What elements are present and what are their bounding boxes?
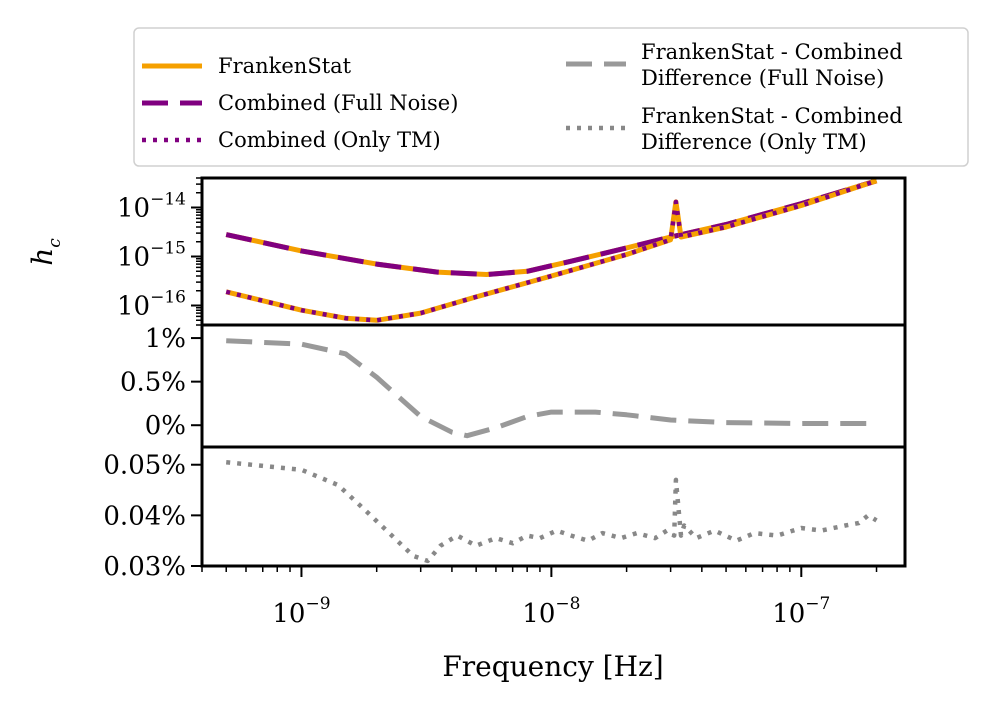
ytick-label: 0.5%	[120, 368, 186, 398]
legend-label: FrankenStat - Combined	[641, 40, 903, 64]
series-line-0-0	[225, 178, 878, 277]
panel-top: 10−16 10−15 10−14 hc	[26, 176, 907, 327]
legend-label: Combined (Full Noise)	[218, 91, 458, 115]
yticks-top: 10−16 10−15 10−14	[117, 177, 202, 326]
xticks-bottom: 10−9 10−8 10−7	[201, 566, 878, 629]
ytick-label: 0.05%	[103, 451, 186, 481]
ytick-label: 0.04%	[103, 501, 186, 531]
ytick-label: 10−14	[117, 190, 186, 224]
legend: FrankenStat Combined (Full Noise) Combined…	[133, 27, 969, 167]
legend-frame	[133, 27, 969, 167]
ytick-label: 1%	[145, 324, 186, 354]
xtick-label: 10−8	[522, 594, 580, 629]
legend-label: FrankenStat	[218, 54, 352, 78]
series-group-middle	[226, 338, 877, 439]
series-group-top	[225, 178, 878, 323]
xtick-label: 10−9	[272, 594, 330, 629]
yticks-bottom: 0.03% 0.04% 0.05%	[103, 451, 202, 582]
series-line-2-0	[225, 459, 878, 564]
ytick-label: 10−15	[117, 239, 186, 273]
ytick-label: 0.03%	[103, 552, 186, 582]
ytick-label: 10−16	[117, 288, 186, 322]
legend-label: FrankenStat - Combined	[641, 104, 903, 128]
panel-bottom-frame	[200, 445, 907, 568]
xtick-label: 10−7	[772, 594, 830, 629]
ylabel-top: hc	[26, 238, 65, 266]
series-line-0-1	[225, 178, 878, 277]
yticks-middle: 0% 0.5% 1%	[120, 324, 202, 441]
panel-bottom: 0.03% 0.04% 0.05% 10−9 10−8 10−7 Frequency […	[103, 445, 907, 683]
series-group-bottom	[225, 459, 878, 564]
series-line-1-0	[226, 338, 877, 439]
legend-items: FrankenStat Combined (Full Noise) Combined…	[142, 40, 903, 154]
series-line-0-3	[225, 178, 878, 323]
legend-label: Combined (Only TM)	[218, 128, 441, 152]
ytick-label: 0%	[145, 411, 186, 441]
panel-middle: 0% 0.5% 1%	[120, 323, 907, 449]
series-line-0-2	[225, 178, 878, 323]
legend-label: Difference (Full Noise)	[641, 66, 884, 90]
xlabel: Frequency [Hz]	[442, 650, 663, 683]
legend-label: Difference (Only TM)	[641, 130, 867, 154]
